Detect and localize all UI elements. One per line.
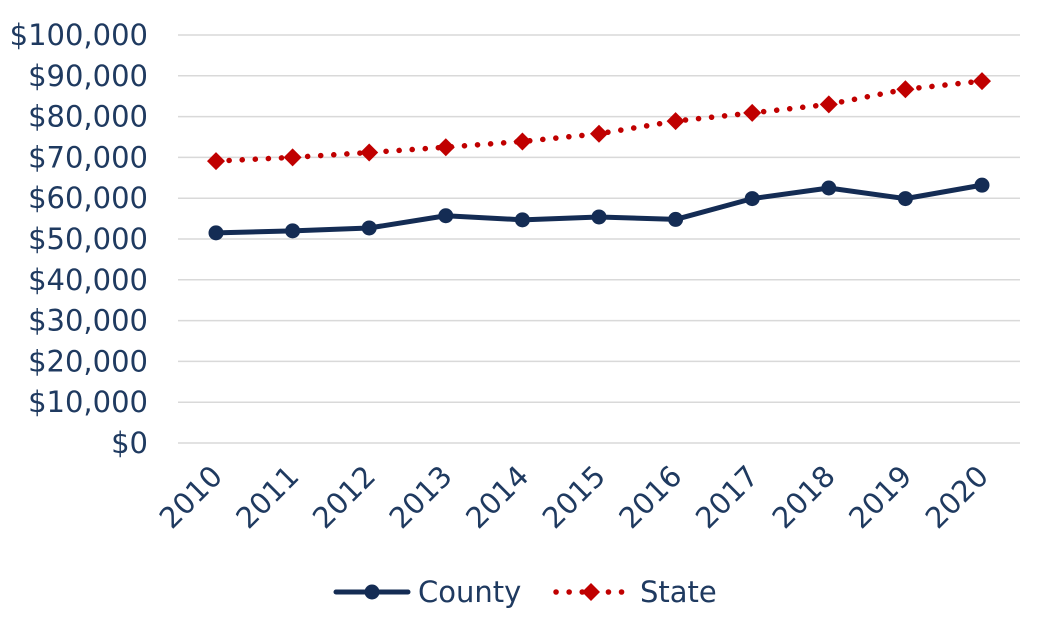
y-axis: $0 $10,000 $20,000 $30,000 $40,000 $50,000 $60… bbox=[10, 18, 148, 460]
data-point-county bbox=[438, 208, 454, 224]
series-line-county bbox=[213, 182, 985, 236]
y-tick-label: $50,000 bbox=[28, 222, 148, 256]
data-point-state bbox=[743, 103, 762, 122]
y-tick-label: $90,000 bbox=[28, 59, 148, 93]
legend: County State bbox=[333, 575, 717, 609]
y-tick-label: $40,000 bbox=[28, 263, 148, 297]
data-point-state bbox=[283, 148, 302, 167]
x-tick-label: 2013 bbox=[383, 459, 459, 535]
y-tick-label: $60,000 bbox=[28, 181, 148, 215]
x-tick-label: 2018 bbox=[766, 459, 842, 535]
x-tick-label: 2011 bbox=[229, 459, 305, 535]
legend-marker-county bbox=[364, 584, 380, 600]
legend-label-state: State bbox=[640, 575, 717, 609]
data-point-state bbox=[819, 95, 838, 114]
data-point-county bbox=[744, 191, 760, 207]
y-tick-label: $80,000 bbox=[28, 100, 148, 134]
data-point-county bbox=[591, 209, 607, 225]
x-tick-label: 2017 bbox=[689, 459, 765, 535]
data-point-county bbox=[361, 220, 377, 236]
data-point-county bbox=[897, 191, 913, 207]
y-tick-label: $0 bbox=[111, 426, 148, 460]
x-axis: 2010 2011 2012 2013 2014 2015 2016 2017 2018 2019… bbox=[153, 459, 995, 535]
data-point-county bbox=[821, 180, 837, 196]
data-point-state bbox=[207, 152, 225, 171]
gridlines bbox=[178, 34, 1020, 444]
x-tick-label: 2015 bbox=[536, 459, 612, 535]
data-point-state bbox=[360, 143, 379, 162]
data-point-state bbox=[436, 138, 455, 157]
data-point-county bbox=[285, 223, 301, 239]
data-point-state bbox=[513, 132, 532, 151]
data-point-state bbox=[896, 80, 915, 99]
x-tick-label: 2016 bbox=[612, 459, 688, 535]
data-point-county bbox=[974, 177, 990, 193]
legend-label-county: County bbox=[418, 575, 521, 609]
series-line-state bbox=[213, 78, 985, 164]
legend-marker-state bbox=[582, 583, 600, 601]
x-tick-label: 2019 bbox=[842, 459, 918, 535]
data-point-state bbox=[973, 72, 991, 91]
data-point-county bbox=[514, 212, 530, 228]
y-tick-label: $30,000 bbox=[28, 304, 148, 338]
x-tick-label: 2012 bbox=[306, 459, 382, 535]
data-point-county bbox=[668, 211, 684, 227]
x-tick-label: 2014 bbox=[459, 459, 535, 535]
x-tick-label: 2010 bbox=[153, 459, 229, 535]
data-point-state bbox=[590, 124, 608, 143]
y-tick-label: $100,000 bbox=[10, 18, 148, 52]
y-tick-label: $20,000 bbox=[28, 344, 148, 378]
y-tick-label: $70,000 bbox=[28, 140, 148, 174]
series-group bbox=[207, 72, 991, 241]
data-point-state bbox=[666, 112, 685, 131]
data-point-county bbox=[208, 225, 224, 241]
y-tick-label: $10,000 bbox=[28, 385, 148, 419]
x-tick-label: 2020 bbox=[919, 459, 995, 535]
